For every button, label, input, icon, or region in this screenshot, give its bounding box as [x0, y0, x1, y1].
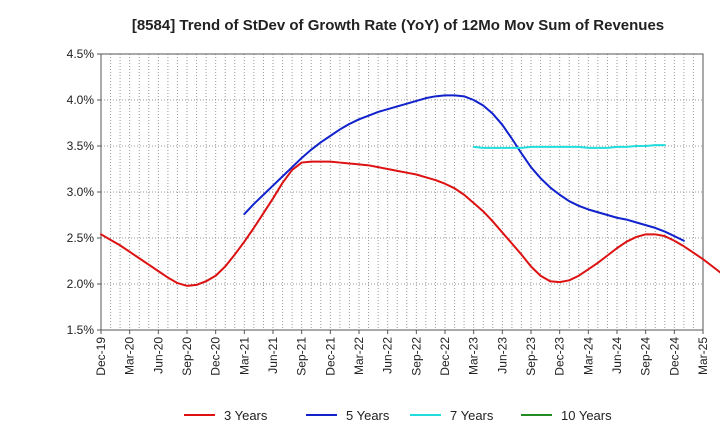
series-line-7-years — [472, 144, 666, 149]
chart-title: [8584] Trend of StDev of Growth Rate (Yo… — [132, 17, 664, 34]
x-tick-label: Sep-20 — [180, 337, 194, 376]
x-tick-label: Jun-21 — [266, 337, 280, 374]
x-tick-label: Mar-25 — [696, 337, 710, 375]
x-axis: Dec-19 Mar-20 Jun-20 Sep-20 Dec-20 Mar-21 Jun-… — [94, 330, 710, 376]
y-tick-label: 3.0% — [67, 185, 95, 199]
x-tick-label: Mar-22 — [352, 337, 366, 375]
legend-label: 3 Years — [224, 408, 268, 423]
legend-label: 5 Years — [346, 408, 390, 423]
x-tick-label: Jun-20 — [151, 337, 165, 374]
y-axis: 1.5% 2.0% 2.5% 3.0% 3.5% 4.0% 4.5% — [67, 47, 101, 337]
series-line-5-years — [243, 94, 685, 242]
x-tick-label: Sep-22 — [409, 337, 423, 376]
y-tick-label: 2.5% — [67, 231, 95, 245]
x-tick-label: Dec-21 — [323, 337, 337, 376]
y-tick-label: 1.5% — [67, 323, 95, 337]
x-tick-label: Mar-20 — [123, 337, 137, 375]
series-line-3-years — [100, 160, 720, 287]
x-tick-label: Sep-23 — [524, 337, 538, 376]
grid — [101, 54, 703, 330]
legend: 3 Years 5 Years 7 Years 10 Years — [184, 408, 612, 423]
x-tick-label: Dec-20 — [209, 337, 223, 376]
x-tick-label: Dec-24 — [667, 337, 681, 376]
y-tick-label: 4.5% — [67, 47, 95, 61]
x-tick-label: Dec-19 — [94, 337, 108, 376]
x-tick-label: Sep-21 — [295, 337, 309, 376]
legend-label: 7 Years — [450, 408, 494, 423]
legend-label: 10 Years — [561, 408, 612, 423]
x-tick-label: Mar-24 — [581, 337, 595, 375]
y-tick-label: 2.0% — [67, 277, 95, 291]
x-tick-label: Jun-24 — [610, 337, 624, 374]
y-tick-label: 4.0% — [67, 93, 95, 107]
x-tick-label: Dec-23 — [553, 337, 567, 376]
y-tick-label: 3.5% — [67, 139, 95, 153]
x-tick-label: Mar-21 — [237, 337, 251, 375]
x-tick-label: Mar-23 — [467, 337, 481, 375]
x-tick-label: Dec-22 — [438, 337, 452, 376]
x-tick-label: Sep-24 — [639, 337, 653, 376]
x-tick-label: Jun-22 — [381, 337, 395, 374]
series-layer — [100, 94, 720, 287]
x-tick-label: Jun-23 — [495, 337, 509, 374]
